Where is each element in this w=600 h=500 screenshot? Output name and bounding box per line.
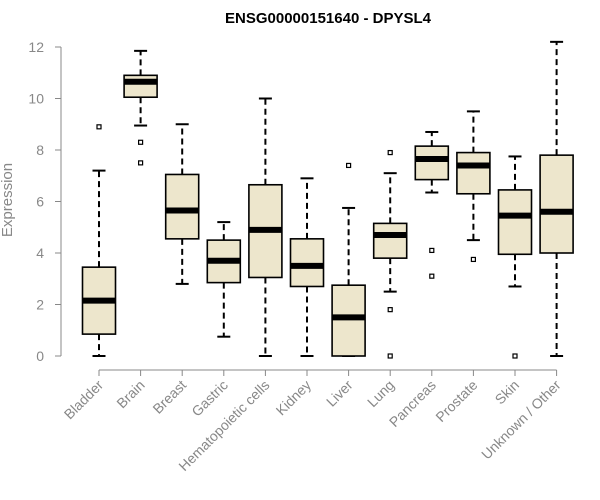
y-axis-label: Expression — [0, 163, 16, 237]
iqr-box — [164, 173, 200, 240]
x-tick-label: Breast — [149, 377, 189, 417]
y-tick-label: 4 — [36, 245, 44, 261]
outlier-point — [429, 273, 435, 279]
box-lung — [372, 149, 408, 359]
box-series — [81, 40, 574, 359]
box-unknown-other — [539, 40, 574, 357]
iqr-box — [456, 151, 491, 195]
box-bladder — [81, 124, 117, 357]
box-prostate — [456, 110, 491, 263]
x-tick-label: Kidney — [273, 377, 315, 419]
outlier-point — [96, 124, 102, 130]
y-tick-label: 2 — [36, 297, 44, 313]
outlier-point — [346, 162, 352, 169]
iqr-box — [372, 222, 408, 259]
box-pancreas — [414, 130, 450, 279]
iqr-box — [414, 145, 450, 181]
y-tick-label: 6 — [36, 194, 44, 210]
box-gastric — [206, 221, 242, 338]
outlier-point — [387, 149, 393, 156]
y-tick-label: 12 — [28, 39, 44, 55]
outlier-point — [387, 307, 393, 313]
box-breast — [164, 123, 200, 285]
outlier-point — [138, 160, 144, 166]
x-tick-label: Brain — [113, 377, 147, 411]
box-liver — [331, 162, 366, 357]
x-tick-label: Liver — [323, 377, 356, 410]
iqr-box — [331, 284, 366, 357]
x-tick-label: Skin — [492, 377, 523, 408]
x-tick-label: Bladder — [61, 377, 107, 423]
box-brain — [123, 49, 158, 166]
iqr-box — [497, 189, 533, 256]
x-tick-label: Prostate — [432, 377, 480, 425]
y-axis: 0 2 4 6 8 10 12 — [28, 39, 62, 364]
box-skin — [497, 155, 533, 359]
outlier-point — [387, 353, 393, 359]
iqr-box — [289, 238, 325, 288]
y-tick-label: 8 — [36, 142, 44, 158]
iqr-box — [539, 154, 574, 254]
x-tick-label: Unknown / Other — [478, 377, 564, 463]
outlier-point — [470, 256, 476, 263]
box-hematopoietic-cells — [248, 97, 283, 357]
iqr-box — [123, 74, 158, 99]
outlier-point — [512, 353, 518, 359]
y-tick-label: 10 — [28, 91, 44, 107]
box-kidney — [289, 177, 325, 357]
outlier-point — [429, 247, 435, 254]
y-tick-label: 0 — [36, 348, 44, 364]
x-tick-label: Lung — [364, 377, 397, 410]
outlier-point — [138, 139, 144, 145]
chart-title: ENSG00000151640 - DPYSL4 — [225, 10, 432, 27]
